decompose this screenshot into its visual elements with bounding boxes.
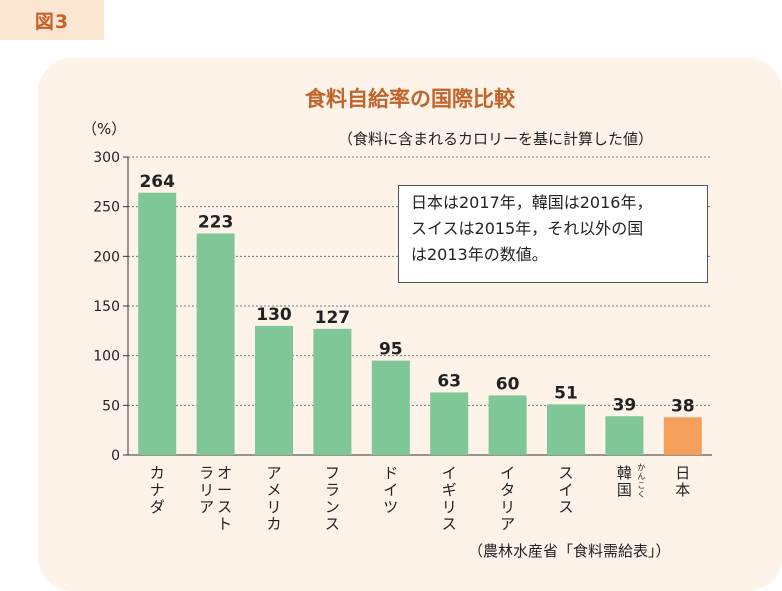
data-label: 38: [671, 396, 695, 416]
category-label: 日本: [675, 464, 690, 499]
chart-note: （食料に含まれるカロリーを基に計算した値）: [338, 130, 654, 148]
figure-label: 図3: [0, 0, 104, 40]
annotation-box: 日本は2017年，韓国は2016年， スイスは2015年，それ以外の国 は201…: [398, 185, 708, 283]
data-label: 51: [554, 383, 578, 403]
category-label: イギリス: [442, 464, 457, 533]
data-label: 39: [613, 395, 637, 415]
data-label: 130: [256, 305, 292, 325]
annotation-line: 日本は2017年，韓国は2016年，: [411, 193, 653, 212]
category-label: ドイツ: [383, 464, 398, 516]
data-label: 127: [315, 308, 351, 328]
bar: [547, 404, 585, 455]
y-tick-label: 250: [93, 200, 120, 216]
furigana: かんこく: [637, 463, 645, 499]
y-axis-unit: （%）: [82, 120, 127, 138]
data-label: 95: [379, 340, 403, 360]
bar: [371, 360, 410, 455]
category-label: イタリア: [500, 464, 515, 533]
category-label: 韓国: [617, 464, 632, 499]
bar: [313, 328, 352, 455]
y-tick-label: 50: [102, 398, 120, 414]
y-tick-label: 150: [93, 299, 120, 315]
bar: [488, 395, 527, 455]
category-label: カナダ: [150, 464, 165, 516]
y-tick-label: 200: [93, 249, 120, 265]
bar: [138, 192, 177, 455]
category-label: フランス: [325, 464, 340, 533]
data-label: 223: [198, 212, 234, 232]
category-label: オースト: [217, 464, 232, 533]
source-note: （農林水産省「食料需給表」）: [468, 542, 671, 560]
bar: [663, 417, 702, 455]
category-label: アメリカ: [266, 464, 281, 533]
chart-title: 食料自給率の国際比較: [305, 87, 515, 111]
data-label: 264: [139, 172, 175, 192]
y-tick-label: 0: [111, 448, 120, 464]
annotation-line: は2013年の数値。: [411, 245, 548, 264]
annotation-line: スイスは2015年，それ以外の国: [411, 219, 644, 238]
data-label: 63: [437, 371, 461, 391]
bar: [605, 416, 644, 455]
bar: [430, 392, 469, 455]
data-label: 60: [496, 374, 520, 394]
y-tick-label: 100: [93, 349, 120, 365]
bar: [196, 233, 235, 455]
y-tick-label: 300: [93, 150, 120, 166]
bar: [255, 325, 293, 455]
category-label: ラリア: [199, 464, 214, 516]
category-label: スイス: [558, 464, 573, 516]
